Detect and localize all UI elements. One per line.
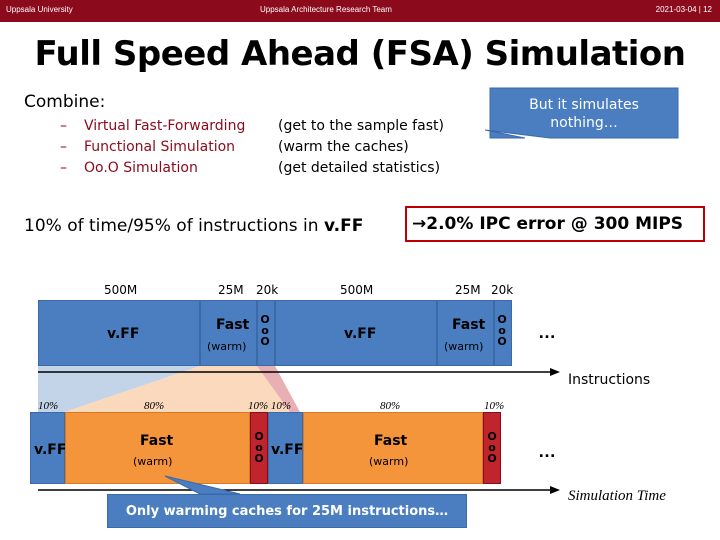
bullet-text: Virtual Fast-Forwarding [84, 118, 246, 134]
bar-vff-label: v.FF [34, 442, 67, 458]
ooo-o3: O [254, 452, 264, 465]
combine-label: Combine: [24, 92, 106, 112]
bar-fast-label: Fast [140, 433, 174, 449]
bullet-dash: – [60, 118, 67, 134]
header-team: Uppsala Architecture Research Team [260, 5, 392, 14]
bar-fast-label: Fast [216, 317, 250, 333]
label-20k-2: 20k [491, 283, 514, 297]
callout-warming: Only warming caches for 25M instructions… [107, 494, 467, 528]
bar-fast-bottom-1 [65, 412, 250, 484]
ellipsis-top: … [538, 322, 556, 342]
callout-line2: nothing… [550, 115, 618, 131]
summary-text: 10% of time/95% of instructions in [24, 216, 324, 236]
label-500m-2: 500M [340, 283, 374, 297]
bar-vff-label: v.FF [271, 442, 304, 458]
summary-vff: v.FF [323, 216, 364, 236]
ooo-o2: o [488, 441, 496, 454]
slide-title: Full Speed Ahead (FSA) Simulation [34, 34, 686, 74]
bar-warm-label: (warm) [207, 340, 247, 353]
callout-shape [484, 87, 679, 139]
bar-ooo-2 [494, 300, 512, 366]
label-25m-2: 25M [455, 283, 481, 297]
bar-ooo-bottom-1 [250, 412, 268, 484]
bar-vff-2 [275, 300, 437, 366]
header-university: Uppsala University [6, 5, 73, 14]
axis-instructions: Instructions [568, 372, 651, 388]
callout-warming-text: Only warming caches for 25M instructions… [125, 504, 449, 519]
callout-text: But it simulates nothing… [490, 96, 678, 132]
ooo-o2: o [498, 324, 506, 337]
pct-label: 80% [380, 400, 401, 412]
bullet-note: (get to the sample fast) [278, 118, 444, 134]
bar-fast-1 [200, 300, 257, 366]
bar-vff-label: v.FF [107, 326, 140, 342]
summary-line: 10% of time/95% of instructions in v.FF [24, 216, 363, 236]
label-20k: 20k [256, 283, 279, 297]
label-25m: 25M [218, 283, 244, 297]
callout-nothing: But it simulates nothing… [484, 87, 679, 146]
bar-ooo-1 [257, 300, 275, 366]
ooo-o3: O [260, 335, 270, 348]
ellipsis-bottom: … [538, 441, 556, 461]
ooo-o1: O [487, 430, 497, 443]
ooo-o3: O [497, 335, 507, 348]
bar-vff-bottom-2 [268, 412, 303, 484]
error-value: 2.0% IPC error @ 300 MIPS [426, 214, 684, 234]
pct-label: 80% [144, 400, 165, 412]
ooo-o1: O [497, 313, 507, 326]
bullet-note: (warm the caches) [278, 139, 409, 155]
bar-warm-label: (warm) [133, 455, 173, 468]
bullet-text: Functional Simulation [84, 139, 236, 155]
axis-simulation-time: Simulation Time [568, 488, 666, 504]
bar-fast-label: Fast [374, 433, 408, 449]
bar-warm-label: (warm) [369, 455, 409, 468]
label-500m: 500M [104, 283, 138, 297]
bar-fast-label: Fast [452, 317, 486, 333]
bar-warm-label: (warm) [444, 340, 484, 353]
bullet-dash: – [60, 160, 67, 176]
callout-line1: But it simulates [529, 97, 639, 113]
ooo-o1: O [254, 430, 264, 443]
bar-fast-bottom-2 [303, 412, 483, 484]
error-text: →2.0% IPC error @ 300 MIPS [412, 214, 683, 234]
pct-label: 10% 10% [248, 400, 292, 412]
arrow-icon: → [412, 214, 427, 234]
ooo-o3: O [487, 452, 497, 465]
bullet-note: (get detailed statistics) [278, 160, 441, 176]
bar-vff-label: v.FF [344, 326, 377, 342]
pct-label: 10% [38, 400, 59, 412]
header-date-page: 2021-03-04 | 12 [655, 5, 712, 14]
bar-fast-2 [437, 300, 494, 366]
ooo-o2: o [255, 441, 263, 454]
bullet-dash: – [60, 139, 67, 155]
header-bar: Uppsala University Uppsala Architecture … [0, 0, 720, 22]
pct-label: 10% [484, 400, 505, 412]
ooo-o2: o [261, 324, 269, 337]
bullet-text: Oo.O Simulation [84, 160, 198, 176]
bar-ooo-bottom-2 [483, 412, 501, 484]
error-box [405, 206, 705, 242]
bar-vff-bottom-1 [30, 412, 65, 484]
bar-vff-1 [38, 300, 200, 366]
ooo-o1: O [260, 313, 270, 326]
